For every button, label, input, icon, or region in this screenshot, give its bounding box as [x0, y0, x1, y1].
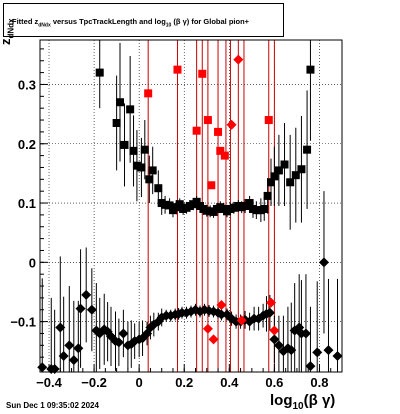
- data-point-diamond: [68, 355, 79, 366]
- data-point-square: [145, 175, 154, 184]
- data-point-diamond: [273, 340, 284, 351]
- x-tick-label: 0.6: [265, 375, 283, 390]
- data-point-diamond: [286, 345, 297, 356]
- data-point-square: [203, 116, 212, 125]
- data-point-square: [263, 191, 272, 200]
- data-point-diamond: [269, 334, 280, 345]
- data-point-square: [229, 203, 238, 212]
- data-point-diamond: [55, 322, 66, 333]
- data-point-square: [280, 160, 289, 169]
- x-tick-label: 0.2: [175, 375, 193, 390]
- data-point-square: [198, 69, 207, 78]
- data-point-diamond: [332, 350, 343, 361]
- y-tick-label: 0.1: [18, 196, 36, 211]
- data-point-square: [207, 181, 216, 190]
- data-point-square: [264, 116, 273, 125]
- data-point-square: [192, 126, 201, 135]
- data-point-diamond: [264, 307, 275, 318]
- data-point-diamond: [266, 297, 277, 308]
- x-axis-label: log10(β γ): [270, 392, 336, 412]
- data-point-diamond: [226, 119, 237, 130]
- axes: [39, 39, 343, 373]
- data-point-diamond: [216, 300, 227, 311]
- data-point-square: [214, 127, 223, 136]
- data-point-square: [126, 105, 135, 114]
- data-point-diamond: [86, 304, 97, 315]
- data-point-square: [95, 68, 104, 77]
- data-point-diamond: [118, 328, 129, 339]
- data-point-square: [161, 200, 170, 209]
- data-point-square: [192, 197, 201, 206]
- data-point-diamond: [300, 328, 311, 339]
- data-point-square: [252, 206, 261, 215]
- data-point-square: [274, 166, 283, 175]
- data-point-square: [120, 140, 129, 149]
- data-point-diamond: [64, 340, 75, 351]
- data-point-diamond: [202, 323, 213, 334]
- data-point-diamond: [236, 315, 247, 326]
- data-point-square: [267, 178, 276, 187]
- data-point-square: [306, 65, 315, 74]
- x-tick-label: 0.8: [310, 375, 328, 390]
- data-point-square: [245, 199, 254, 208]
- data-point-diamond: [216, 309, 227, 320]
- x-tick-label: 0: [136, 375, 143, 390]
- x-tick-label: −0.2: [81, 375, 107, 390]
- data-point-diamond: [233, 54, 244, 65]
- y-tick-label: 0.2: [18, 137, 36, 152]
- data-point-diamond: [269, 325, 280, 336]
- data-point-square: [129, 146, 138, 155]
- x-tick-label: 0.4: [220, 375, 239, 390]
- data-markers: [37, 54, 343, 375]
- data-point-diamond: [75, 303, 86, 314]
- data-point-diamond: [37, 362, 48, 373]
- data-point-square: [260, 204, 269, 213]
- data-point-square: [286, 178, 295, 187]
- data-point-square: [140, 145, 149, 154]
- data-point-diamond: [305, 361, 316, 372]
- chart-title: Fitted zdNdx versus TpcTrackLength and l…: [12, 17, 250, 29]
- data-point-diamond: [73, 343, 84, 354]
- data-point-square: [216, 146, 225, 155]
- data-point-square: [291, 171, 300, 180]
- data-point-square: [270, 172, 279, 181]
- data-point-diamond: [312, 347, 323, 358]
- data-point-square: [116, 98, 125, 107]
- data-point-square: [241, 202, 250, 210]
- data-point-square: [220, 151, 229, 160]
- y-axis-label: zdNdx: [0, 18, 16, 46]
- data-point-square: [165, 201, 174, 210]
- data-point-square: [132, 161, 141, 170]
- y-tick-label: 0.3: [18, 77, 36, 92]
- data-point-square: [137, 163, 146, 172]
- data-point-diamond: [323, 345, 334, 356]
- title-box: Fitted zdNdx versus TpcTrackLength and l…: [3, 3, 284, 37]
- plot-frame: [39, 39, 343, 373]
- data-point-square: [173, 65, 182, 74]
- data-point-square: [154, 184, 163, 193]
- data-point-square: [144, 89, 153, 98]
- data-point-square: [297, 165, 306, 174]
- data-point-diamond: [58, 350, 69, 361]
- y-tick-label: 0: [29, 255, 36, 270]
- data-point-diamond: [113, 337, 124, 348]
- data-point-diamond: [318, 257, 329, 268]
- data-point-diamond: [81, 289, 92, 300]
- x-tick-label: −0.4: [36, 375, 62, 390]
- data-point-square: [112, 119, 121, 127]
- y-tick-label: −0.1: [10, 315, 36, 330]
- data-point-square: [148, 166, 157, 175]
- data-point-square: [303, 145, 312, 154]
- tick-labels: −0.4 −0.2 0 0.2 0.4 0.6 0.8 −0.1 0 0.1 0.2 0.3: [10, 77, 328, 390]
- data-point-square: [175, 200, 184, 209]
- data-point-diamond: [208, 334, 219, 345]
- timestamp: Sun Dec 1 09:35:02 2024: [6, 401, 99, 410]
